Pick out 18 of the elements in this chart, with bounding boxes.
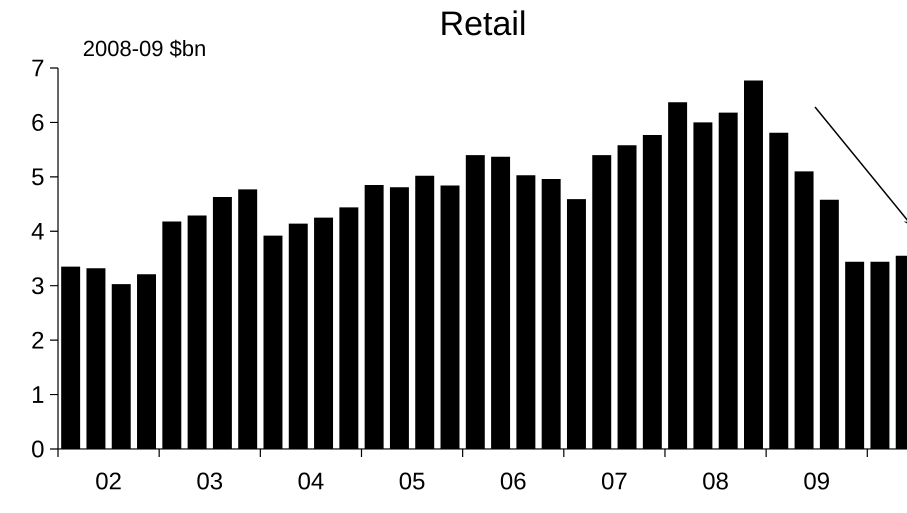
y-tick-label: 1	[32, 386, 44, 403]
y-tick-label: 6	[32, 114, 44, 131]
x-tick-label: 05	[400, 472, 424, 490]
y-tick-label: 2	[32, 332, 44, 349]
y-tick-label: 0	[32, 440, 44, 458]
x-tick-label: 04	[298, 472, 324, 490]
x-tick-label: 07	[602, 472, 627, 490]
x-tick-label: 02	[96, 472, 121, 490]
x-tick-label: 09	[804, 472, 829, 490]
y-tick-label: 3	[32, 277, 44, 294]
text: 2008-09 $bn	[84, 40, 205, 58]
y-tick-label: 7	[32, 60, 44, 76]
y-tick-label: 4	[32, 223, 44, 240]
chart-title: Retail	[442, 10, 524, 36]
x-tick-label: 03	[197, 472, 222, 490]
x-tick-label: 06	[500, 472, 526, 490]
x-tick-label: 08	[703, 472, 728, 490]
y-tick-label: 5	[32, 168, 44, 186]
